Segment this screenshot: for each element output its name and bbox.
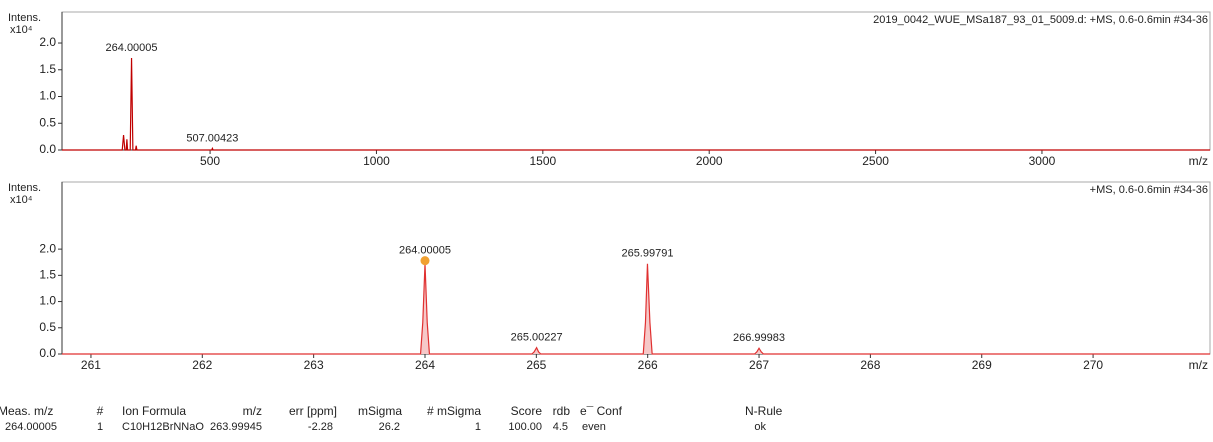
peak-marker <box>420 256 430 266</box>
y-scale-label: x10⁴ <box>10 194 33 206</box>
table-header: Score <box>511 404 543 418</box>
x-tick-label: 2500 <box>862 154 889 168</box>
peak-label: 265.99791 <box>621 248 673 260</box>
y-tick-label: 1.5 <box>39 268 56 282</box>
peak-label: 266.99983 <box>733 332 785 344</box>
y-axis-label: Intens. <box>8 182 41 194</box>
table-cell: 1 <box>475 421 481 433</box>
spectrum-line <box>62 263 1210 355</box>
x-tick-label: 261 <box>81 358 101 372</box>
table-header: e¯ Conf <box>580 404 623 418</box>
table-cell: 4.5 <box>553 421 568 433</box>
table-header: mSigma <box>358 404 402 418</box>
y-scale-label: x10⁴ <box>10 24 33 36</box>
table-header: # mSigma <box>427 404 481 418</box>
table-cell: even <box>582 421 606 433</box>
table-header: m/z <box>243 404 262 418</box>
x-tick-label: 270 <box>1083 358 1103 372</box>
y-tick-label: 0.5 <box>39 320 56 334</box>
table-cell: ok <box>754 421 766 433</box>
x-tick-label: 500 <box>200 154 220 168</box>
table-cell: 100.00 <box>508 421 542 433</box>
table-header: rdb <box>553 404 571 418</box>
x-tick-label: 266 <box>638 358 658 372</box>
x-tick-label: 263 <box>304 358 324 372</box>
y-tick-label: 2.0 <box>39 35 56 49</box>
chart-title: +MS, 0.6-0.6min #34-36 <box>1090 184 1208 196</box>
y-tick-label: 2.0 <box>39 241 56 255</box>
y-tick-label: 0.0 <box>39 346 56 360</box>
peak-label: 264.00005 <box>106 42 158 54</box>
y-tick-label: 1.0 <box>39 89 56 103</box>
x-tick-label: 269 <box>972 358 992 372</box>
table-cell: C10H12BrNNaO <box>122 421 204 433</box>
x-tick-label: 265 <box>526 358 546 372</box>
x-tick-label: 1500 <box>529 154 556 168</box>
table-header: Meas. m/z <box>0 404 53 418</box>
x-tick-label: 1000 <box>363 154 390 168</box>
y-tick-label: 0.0 <box>39 142 56 156</box>
plot-frame <box>61 181 1211 355</box>
peak-label: 265.00227 <box>511 332 563 344</box>
table-cell: 26.2 <box>379 421 400 433</box>
table-cell: -2.28 <box>308 421 333 433</box>
y-tick-label: 1.0 <box>39 294 56 308</box>
x-tick-label: 267 <box>749 358 769 372</box>
table-header: Ion Formula <box>122 404 186 418</box>
chart-title: 2019_0042_WUE_MSa187_93_01_5009.d: +MS, … <box>873 14 1208 26</box>
y-tick-label: 1.5 <box>39 62 56 76</box>
x-tick-label: 264 <box>415 358 435 372</box>
x-tick-label: 3000 <box>1029 154 1056 168</box>
y-tick-label: 0.5 <box>39 115 56 129</box>
x-axis-label: m/z <box>1189 358 1208 372</box>
spectrum-fill <box>62 263 1210 354</box>
x-tick-label: 2000 <box>696 154 723 168</box>
spectrum-line <box>62 57 1210 151</box>
plot-frame <box>61 11 1211 151</box>
x-tick-label: 262 <box>192 358 212 372</box>
peak-label: 507.00423 <box>186 132 238 144</box>
table-header: N-Rule <box>745 404 783 418</box>
table-header: err [ppm] <box>289 404 337 418</box>
table-header: # <box>97 404 104 418</box>
table-cell: 264.00005 <box>5 421 57 433</box>
y-axis-label: Intens. <box>8 12 41 24</box>
table-cell: 263.99945 <box>210 421 262 433</box>
x-tick-label: 268 <box>860 358 880 372</box>
x-axis-label: m/z <box>1189 154 1208 168</box>
table-cell: 1 <box>97 421 103 433</box>
peak-label: 264.00005 <box>399 245 451 257</box>
